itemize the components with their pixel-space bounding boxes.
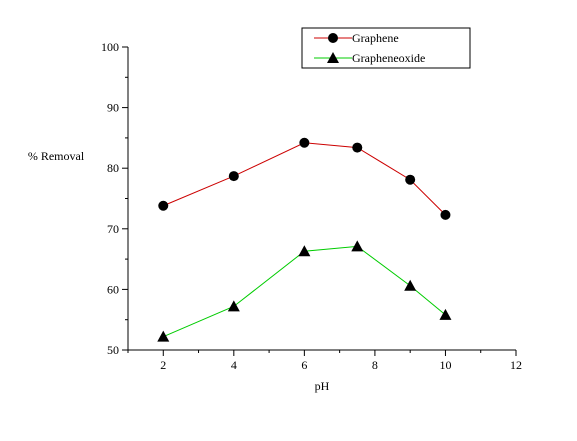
- data-point: [352, 142, 363, 153]
- y-tick-label: 100: [101, 40, 119, 54]
- legend-label: Graphene: [352, 31, 399, 45]
- x-axis-label: pH: [315, 379, 330, 393]
- x-tick-label: 6: [301, 358, 307, 372]
- data-point: [158, 200, 169, 211]
- legend: Graphene Grapheneoxide: [301, 27, 471, 69]
- legend-triangle-marker: [327, 52, 339, 63]
- y-tick-label: 80: [107, 161, 119, 175]
- series-line: [163, 142, 446, 216]
- y-tick-label: 50: [107, 343, 119, 357]
- data-point: [298, 245, 311, 257]
- legend-label: Grapheneoxide: [352, 51, 425, 65]
- data-point: [351, 240, 364, 252]
- y-tick-label: 90: [107, 101, 119, 115]
- data-point: [227, 300, 240, 312]
- x-tick-label: 12: [510, 358, 522, 372]
- data-point: [404, 279, 417, 291]
- y-tick-label: 70: [107, 222, 119, 236]
- y-tick-label: 60: [107, 282, 119, 296]
- data-point: [157, 330, 170, 342]
- legend-item: Grapheneoxide: [314, 51, 425, 65]
- series-grapheneoxide: [157, 240, 452, 342]
- data-point: [299, 137, 310, 148]
- data-point: [228, 171, 239, 182]
- axes: 2 4 6 8 10 12 50 60 70 80 90 100: [101, 40, 522, 372]
- legend-circle-marker: [328, 33, 338, 43]
- series-layer: [157, 137, 452, 342]
- data-point: [405, 174, 416, 185]
- x-tick-label: 10: [439, 358, 451, 372]
- y-axis-label: % Removal: [28, 149, 85, 163]
- x-tick-label: 4: [231, 358, 237, 372]
- x-tick-label: 2: [160, 358, 166, 372]
- data-point: [439, 308, 452, 320]
- legend-item: Graphene: [314, 31, 399, 45]
- series-line: [163, 245, 446, 338]
- series-graphene: [158, 137, 451, 220]
- data-point: [440, 209, 451, 220]
- x-tick-label: 8: [372, 358, 378, 372]
